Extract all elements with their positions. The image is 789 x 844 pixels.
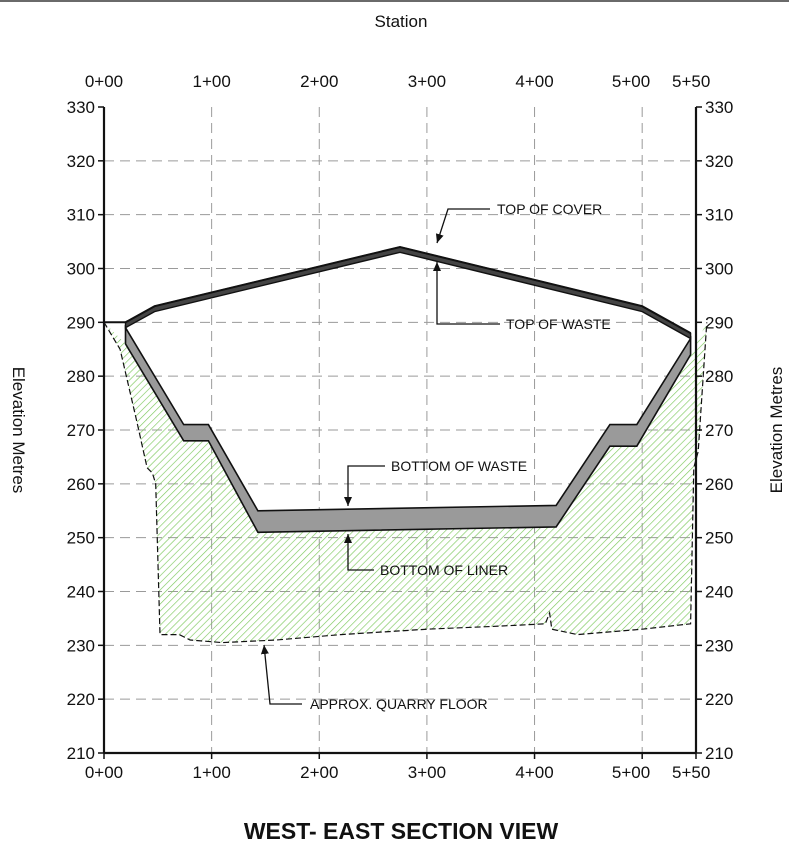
quarry-ground: [103, 321, 708, 644]
tick-label-top-5: 5+00: [612, 72, 650, 91]
callout-label-top-of-cover: TOP OF COVER: [497, 201, 602, 217]
tick-label-left-10: 310: [67, 206, 95, 225]
tick-label-left-7: 280: [67, 367, 95, 386]
left-axis-title: Elevation Metres: [9, 367, 28, 494]
leader-bottom-of-liner: [344, 534, 374, 571]
tick-label-left-5: 260: [67, 475, 95, 494]
callout-label-bottom-of-liner: BOTTOM OF LINER: [380, 562, 508, 578]
tick-label-left-6: 270: [67, 421, 95, 440]
callout-top-of-cover: TOP OF COVER: [435, 201, 602, 244]
callout-top-of-waste: TOP OF WASTE: [433, 262, 611, 332]
callout-label-bottom-of-waste: BOTTOM OF WASTE: [391, 458, 527, 474]
callout-bottom-of-liner: BOTTOM OF LINER: [344, 534, 508, 578]
tick-label-bottom-6: 5+50: [672, 763, 710, 782]
callout-bottom-of-waste: BOTTOM OF WASTE: [344, 458, 527, 506]
leader-bottom-of-waste: [344, 465, 385, 506]
tick-label-right-4: 250: [705, 529, 733, 548]
callout-quarry-floor: APPROX. QUARRY FLOOR: [260, 644, 488, 712]
ground-hatch: [104, 322, 707, 643]
tick-label-right-3: 240: [705, 583, 733, 602]
tick-label-right-8: 290: [705, 313, 733, 332]
callout-label-top-of-waste: TOP OF WASTE: [506, 316, 611, 332]
tick-label-left-12: 330: [67, 98, 95, 117]
axis-ticks: 210 210 220 220 230 230 240 240 250 250 260 260 270 2…: [67, 72, 734, 782]
right-axis-title: Elevation Metres: [767, 367, 786, 494]
tick-label-bottom-4: 4+00: [515, 763, 553, 782]
quarry-floor-line: [103, 321, 708, 644]
landfill-body: [104, 245, 692, 534]
tick-label-top-1: 1+00: [192, 72, 230, 91]
leader-top-of-waste: [433, 262, 500, 325]
tick-label-right-6: 270: [705, 421, 733, 440]
tick-label-top-3: 3+00: [408, 72, 446, 91]
tick-label-right-9: 300: [705, 260, 733, 279]
tick-label-bottom-3: 3+00: [408, 763, 446, 782]
tick-label-bottom-5: 5+00: [612, 763, 650, 782]
tick-label-left-2: 230: [67, 636, 95, 655]
tick-label-left-9: 300: [67, 260, 95, 279]
tick-label-right-0: 210: [705, 744, 733, 763]
callout-label-quarry-floor: APPROX. QUARRY FLOOR: [310, 696, 488, 712]
leader-top-of-cover: [435, 208, 490, 244]
tick-label-right-5: 260: [705, 475, 733, 494]
tick-label-bottom-1: 1+00: [192, 763, 230, 782]
tick-label-left-11: 320: [67, 152, 95, 171]
tick-label-top-0: 0+00: [85, 72, 123, 91]
tick-label-left-8: 290: [67, 313, 95, 332]
tick-label-right-7: 280: [705, 367, 733, 386]
tick-label-right-1: 220: [705, 690, 733, 709]
tick-label-left-3: 240: [67, 583, 95, 602]
tick-label-right-2: 230: [705, 636, 733, 655]
tick-label-right-10: 310: [705, 206, 733, 225]
tick-label-bottom-0: 0+00: [85, 763, 123, 782]
station-axis-title: Station: [375, 12, 428, 31]
leader-quarry-floor: [260, 644, 302, 705]
section-caption: WEST- EAST SECTION VIEW: [244, 818, 559, 844]
tick-label-left-0: 210: [67, 744, 95, 763]
tick-label-right-11: 320: [705, 152, 733, 171]
tick-label-top-2: 2+00: [300, 72, 338, 91]
tick-label-bottom-2: 2+00: [300, 763, 338, 782]
tick-label-left-4: 250: [67, 529, 95, 548]
tick-label-top-4: 4+00: [515, 72, 553, 91]
top-of-cover-line: [104, 245, 692, 334]
tick-label-left-1: 220: [67, 690, 95, 709]
liner-band: [124, 324, 692, 534]
tick-label-right-12: 330: [705, 98, 733, 117]
tick-label-top-6: 5+50: [672, 72, 710, 91]
